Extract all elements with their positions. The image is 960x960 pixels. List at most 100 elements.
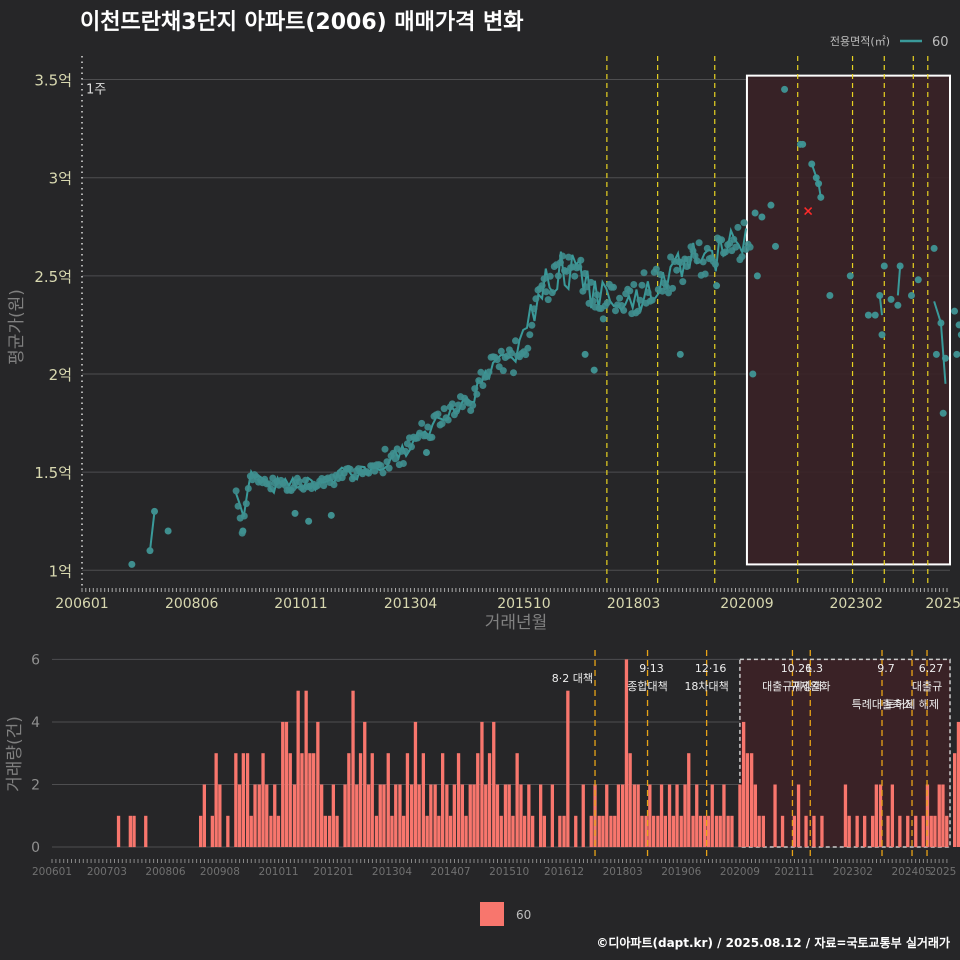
volume-bar [605, 784, 609, 848]
volume-bar [878, 784, 883, 848]
volume-bar [613, 815, 617, 848]
volume-bar [390, 815, 394, 848]
price-point [603, 299, 611, 307]
price-point [499, 367, 507, 375]
volume-y-tick-label: 2 [31, 777, 40, 793]
volume-bar [468, 784, 472, 848]
price-point [383, 458, 391, 466]
volume-bar [405, 753, 410, 847]
price-x-tick-label: 2025 [925, 596, 960, 612]
policy-text-label: 18차대책 [684, 680, 728, 693]
price-line-early [148, 511, 156, 551]
price-point [418, 419, 426, 427]
policy-date-label: 9.7 [877, 662, 895, 675]
price-point [391, 455, 399, 463]
volume-bar [616, 784, 621, 848]
volume-bar [703, 815, 707, 848]
policy-text-label: 규제완화 [790, 680, 830, 693]
volume-bar [710, 784, 714, 848]
price-point [581, 270, 589, 277]
price-point [497, 347, 505, 355]
price-line-recent [878, 295, 884, 316]
price-point [244, 485, 252, 492]
price-point [399, 460, 407, 467]
price-point [746, 243, 754, 251]
price-point [477, 368, 485, 376]
volume-bar [636, 784, 640, 848]
price-y-tick-label: 3억 [49, 170, 72, 188]
price-y-tick-label: 2.5억 [34, 268, 72, 286]
volume-bar [574, 815, 578, 848]
volume-bar [511, 815, 515, 848]
volume-bar [425, 815, 429, 848]
volume-bar [624, 659, 629, 848]
volume-bar [621, 784, 625, 848]
volume-bar [261, 753, 265, 847]
price-point [556, 259, 564, 267]
price-point [656, 271, 664, 278]
volume-bar [241, 753, 245, 847]
volume-bar [855, 815, 859, 848]
volume-bar [316, 721, 320, 847]
volume-bar [691, 815, 695, 848]
volume-bar [253, 784, 257, 848]
price-point [732, 243, 740, 251]
price-x-tick-label: 201304 [384, 596, 438, 612]
volume-x-tick-label: 202009 [720, 866, 760, 878]
volume-y-tick-label: 0 [31, 840, 40, 856]
price-annotation: 1주 [86, 82, 106, 97]
price-x-tick-label: 201011 [274, 596, 327, 612]
price-point [542, 288, 550, 296]
volume-bar [714, 815, 719, 848]
volume-x-tick-label: 200806 [145, 866, 185, 878]
volume-bar [539, 784, 543, 848]
volume-legend-swatch [480, 902, 504, 926]
price-point [510, 369, 517, 377]
price-x-tick-label: 200601 [55, 596, 108, 612]
price-point [734, 223, 742, 231]
legend-line-label: 60 [932, 35, 949, 50]
price-point [242, 500, 250, 508]
volume-bar [499, 815, 503, 848]
volume-bar [956, 721, 960, 847]
price-point [665, 289, 672, 297]
price-y-tick-label: 3.5억 [34, 72, 72, 90]
volume-y-tick-label: 6 [31, 652, 40, 668]
volume-bar [601, 815, 605, 848]
price-point [424, 423, 432, 431]
price-point-recent [751, 209, 759, 217]
volume-bar [226, 815, 230, 848]
volume-x-tick-label: 201906 [661, 866, 701, 878]
price-point [508, 349, 515, 357]
price-point [305, 517, 313, 525]
price-point [663, 283, 670, 291]
price-point [638, 281, 646, 289]
volume-bar [562, 815, 566, 848]
volume-x-tick-label: 201201 [313, 866, 353, 878]
volume-bar [370, 753, 374, 847]
price-point-recent [781, 85, 789, 93]
price-y-tick-label: 1억 [49, 562, 72, 580]
volume-bar [218, 784, 222, 848]
volume-bar [366, 784, 371, 848]
price-point-recent [957, 331, 960, 338]
volume-bar [628, 753, 632, 847]
volume-bar [351, 690, 355, 848]
price-point [151, 507, 159, 515]
volume-bar [476, 753, 480, 847]
volume-y-axis-title: 거래량(건) [5, 716, 25, 792]
price-point-recent [880, 262, 888, 270]
price-point [438, 420, 446, 428]
price-x-minor-ticks [81, 588, 948, 592]
volume-bar [460, 784, 464, 848]
price-y-tick-label: 1.5억 [34, 464, 72, 482]
volume-bar [773, 784, 777, 848]
volume-bar [718, 815, 722, 848]
volume-bar [358, 753, 363, 847]
price-point [448, 400, 456, 408]
policy-text-label: 토허제 해제 [885, 697, 939, 711]
volume-bar [441, 753, 445, 847]
volume-bar [374, 815, 379, 848]
volume-bar [413, 721, 418, 847]
volume-bar [249, 815, 253, 848]
